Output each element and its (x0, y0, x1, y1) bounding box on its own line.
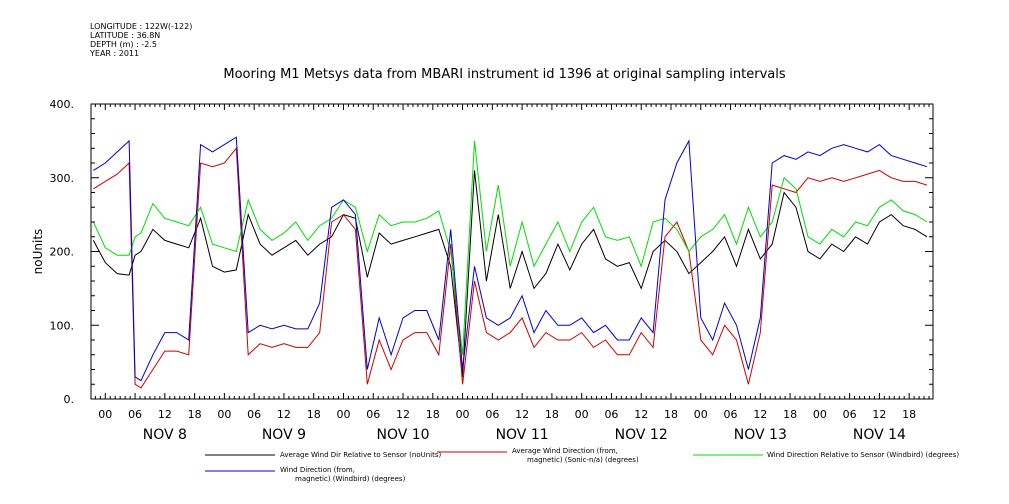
year-label: YEAR : 2011 (90, 49, 140, 58)
legend-label-2a: Average Wind Direction (from, (512, 447, 618, 455)
series-line-4 (93, 136, 928, 382)
plot-frame (90, 103, 934, 400)
x-day-label: NOV 8 (143, 427, 187, 443)
x-hour-label: 00 (694, 408, 708, 421)
x-hour-label: 18 (307, 408, 321, 421)
x-hour-label: 00 (98, 408, 112, 421)
x-hour-label: 00 (575, 408, 589, 421)
x-day-label: NOV 10 (376, 427, 429, 443)
x-hour-label: 06 (843, 408, 857, 421)
x-hour-label: 00 (336, 408, 350, 421)
x-hour-label: 12 (277, 408, 291, 421)
x-hour-label: 06 (128, 408, 142, 421)
x-hour-label: 06 (247, 408, 261, 421)
x-hour-label: 00 (813, 408, 827, 421)
chart-title: Mooring M1 Metsys data from MBARI instru… (223, 67, 786, 82)
x-hour-label: 00 (456, 408, 470, 421)
x-hour-label: 12 (515, 408, 529, 421)
x-hour-label: 06 (604, 408, 618, 421)
series-line-2 (93, 146, 928, 389)
x-hour-label: 12 (396, 408, 410, 421)
x-hour-label: 18 (783, 408, 797, 421)
longitude-label: LONGITUDE : 122W(-122) (90, 22, 193, 31)
legend-label-4b: magnetic) (Windbird) (degrees) (295, 475, 406, 483)
x-hour-label: 06 (485, 408, 499, 421)
series-line-3 (92, 140, 928, 355)
y-axis-title: noUnits (31, 229, 45, 275)
legend-label-4a: Wind Direction (from, (280, 466, 355, 474)
y-tick-label: 300. (50, 172, 75, 185)
y-tick-label: 400. (50, 98, 75, 111)
x-hour-label: 12 (158, 408, 172, 421)
legend-label-3: Wind Direction Relative to Sensor (Windb… (767, 451, 960, 459)
x-hour-label: 18 (426, 408, 440, 421)
x-hour-label: 06 (366, 408, 380, 421)
x-hour-label: 12 (872, 408, 886, 421)
depth-label: DEPTH (m) : -2.5 (90, 40, 157, 49)
legend-label-2b: magnetic) (Sonic-n/a) (degrees) (527, 456, 639, 464)
x-hour-label: 18 (902, 408, 916, 421)
y-tick-label: 0. (64, 393, 75, 406)
x-day-label: NOV 13 (734, 427, 787, 443)
x-hour-label: 18 (188, 408, 202, 421)
x-hour-label: 06 (724, 408, 738, 421)
x-hour-label: 18 (545, 408, 559, 421)
x-day-label: NOV 14 (853, 427, 906, 443)
x-day-label: NOV 12 (615, 427, 668, 443)
latitude-label: LATITUDE : 36.8N (90, 31, 161, 40)
series-line-1 (92, 170, 928, 377)
x-day-label: NOV 9 (262, 427, 306, 443)
y-tick-label: 100. (50, 319, 75, 332)
y-tick-label: 200. (50, 246, 75, 259)
x-hour-label: 12 (634, 408, 648, 421)
x-hour-label: 00 (217, 408, 231, 421)
x-day-label: NOV 11 (496, 427, 549, 443)
legend-label-1: Average Wind Dir Relative to Sensor (noU… (280, 451, 442, 459)
x-hour-label: 18 (664, 408, 678, 421)
x-hour-label: 12 (753, 408, 767, 421)
